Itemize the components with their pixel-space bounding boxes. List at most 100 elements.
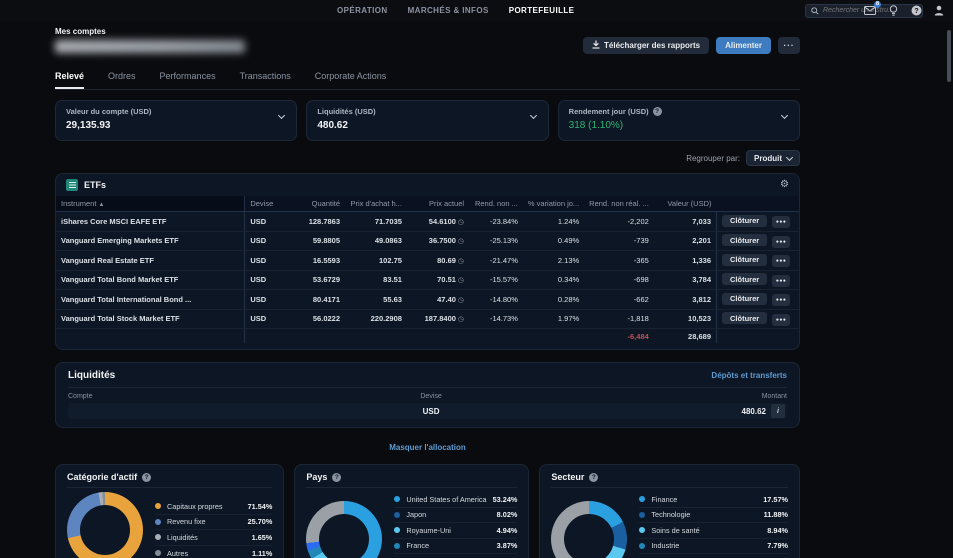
currency-cell: USD xyxy=(244,250,290,271)
fund-account-button[interactable]: Alimenter xyxy=(716,37,771,54)
nav-marches-infos[interactable]: MARCHÉS & INFOS xyxy=(407,6,489,15)
empty-cell xyxy=(245,329,289,344)
gear-icon[interactable]: ⚙ xyxy=(780,179,789,190)
info-icon[interactable]: ? xyxy=(652,107,662,116)
close-position-button[interactable]: Clôturer xyxy=(722,214,768,227)
deposits-transfers-link[interactable]: Dépôts et transferts xyxy=(711,371,787,380)
close-position-button[interactable]: Clôturer xyxy=(722,234,768,246)
etf-table-body: iShares Core MSCI EAFE ETF USD 128.7863 71.… xyxy=(56,211,799,344)
lightbulb-icon[interactable] xyxy=(887,4,899,17)
mail-icon[interactable]: 8 xyxy=(864,0,881,17)
price-cell: 36.7500 ◷ xyxy=(406,231,470,251)
currency-cell: USD xyxy=(244,231,290,251)
instrument-cell[interactable]: Vanguard Real Estate ETF xyxy=(56,250,246,271)
col-devise[interactable]: Devise xyxy=(244,196,290,212)
legend-item[interactable]: Capitaux propres 71.54% xyxy=(155,499,273,515)
legend-percent: 8.02% xyxy=(496,510,518,520)
legend-item[interactable]: Liquidités 1.65% xyxy=(155,530,273,546)
quantity-cell: 59.8805 xyxy=(289,231,346,251)
tab-ordres[interactable]: Ordres xyxy=(108,71,136,81)
tab-transactions[interactable]: Transactions xyxy=(239,71,291,81)
close-position-button[interactable]: Clôturer xyxy=(722,312,768,324)
card-label: Liquidités (USD) xyxy=(317,107,376,116)
legend-item[interactable]: Technologie 11.88% xyxy=(639,508,788,523)
page-scrollbar[interactable] xyxy=(947,30,951,82)
country-title: Pays xyxy=(306,472,328,482)
tab-performances[interactable]: Performances xyxy=(159,71,216,81)
instrument-cell[interactable]: Vanguard Emerging Markets ETF xyxy=(56,231,246,251)
close-position-button[interactable]: Clôturer xyxy=(722,253,768,266)
empty-cell xyxy=(56,328,246,343)
legend-item[interactable]: Biens de consommation cycliques 7.54% xyxy=(639,554,788,558)
legend-item[interactable]: Finance 17.57% xyxy=(639,492,788,508)
group-by-select[interactable]: Produit xyxy=(746,150,800,166)
hide-allocation-link[interactable]: Masquer l'allocation xyxy=(389,443,466,452)
col-valeur[interactable]: Valeur (USD) xyxy=(653,196,717,212)
account-more-button[interactable]: ··· xyxy=(778,37,800,54)
instrument-cell[interactable]: iShares Core MSCI EAFE ETF xyxy=(56,211,246,232)
legend-item[interactable]: France 3.87% xyxy=(394,539,518,554)
row-more-button[interactable]: ●●● xyxy=(772,235,791,248)
etf-category-icon xyxy=(66,179,78,191)
actions-cell: Clôturer ●●● xyxy=(716,211,799,232)
legend-item[interactable]: Soins de santé 8.94% xyxy=(639,523,788,539)
sector-panel: Secteur ? Finance 17.57% Technologie 11.88%… xyxy=(539,464,800,558)
instrument-cell[interactable]: Vanguard Total Bond Market ETF xyxy=(56,270,246,290)
row-more-button[interactable]: ●●● xyxy=(772,255,791,267)
help-circle-icon[interactable]: ? xyxy=(589,472,599,482)
sector-donut xyxy=(551,500,628,558)
col-compte: Compte xyxy=(68,393,93,400)
row-more-button[interactable]: ●●● xyxy=(772,216,791,228)
price-cell: 187.8400 ◷ xyxy=(406,309,470,329)
col-rend-non-real[interactable]: Rend. non réal. ... xyxy=(584,196,654,212)
chevron-down-icon xyxy=(785,153,794,161)
legend-percent: 53.24% xyxy=(492,494,518,504)
col-actions xyxy=(716,196,799,212)
row-more-button[interactable]: ●●● xyxy=(772,313,791,326)
help-icon[interactable]: ? xyxy=(910,5,922,17)
total-value: 28,689 xyxy=(688,331,711,341)
col-instrument[interactable]: Instrument ▲ xyxy=(56,196,246,212)
legend-item[interactable]: Japon 8.02% xyxy=(394,508,518,523)
download-reports-button[interactable]: Télécharger des rapports xyxy=(583,37,710,54)
col-prix-achat[interactable]: Prix d'achat h... xyxy=(345,196,407,212)
legend-item[interactable]: United States of America 53.24% xyxy=(394,492,518,508)
user-icon[interactable] xyxy=(933,5,945,17)
delayed-clock-icon: ◷ xyxy=(457,277,465,285)
legend-percent: 11.88% xyxy=(763,510,788,520)
col-quantite[interactable]: Quantité xyxy=(289,196,346,212)
legend-item[interactable]: Royaume-Uni 4.94% xyxy=(394,523,518,539)
col-prix-actuel[interactable]: Prix actuel xyxy=(406,196,470,212)
help-circle-icon[interactable]: ? xyxy=(332,472,342,482)
quantity-cell: 16.5593 xyxy=(289,250,346,271)
account-value-card[interactable]: Valeur du compte (USD) 29,135.93 xyxy=(55,100,298,141)
row-more-button[interactable]: ●●● xyxy=(772,274,791,287)
day-pnl-card[interactable]: Rendement jour (USD) ? 318 (1.10%) xyxy=(557,100,800,141)
col-rend-non[interactable]: Rend. non ... xyxy=(469,196,523,212)
row-more-button[interactable]: ●●● xyxy=(772,294,791,306)
asset-class-donut xyxy=(67,492,143,558)
legend-item[interactable]: Industrie 7.79% xyxy=(639,539,788,554)
close-position-button[interactable]: Clôturer xyxy=(722,292,768,305)
cash-card[interactable]: Liquidités (USD) 480.62 xyxy=(306,100,549,141)
legend-dot xyxy=(394,542,401,549)
legend-label: Allemagne xyxy=(406,557,440,558)
legend-item[interactable]: Allemagne 3.22% xyxy=(394,554,517,558)
nav-operation[interactable]: OPÉRATION xyxy=(337,6,388,15)
tab-releve[interactable]: Relevé xyxy=(55,71,85,89)
cash-info-button[interactable]: i xyxy=(770,404,785,418)
nav-portefeuille[interactable]: PORTEFEUILLE xyxy=(508,6,575,15)
instrument-cell[interactable]: Vanguard Total International Bond ... xyxy=(56,289,246,310)
col-variation-jour[interactable]: % variation jo... xyxy=(522,196,585,212)
legend-item[interactable]: Autres 1.11% xyxy=(155,546,272,558)
allocation-row: Catégorie d'actif ? Capitaux propres 71.5… xyxy=(55,464,800,558)
cash-value: 480.62 xyxy=(317,120,348,131)
empty-cell xyxy=(345,329,407,344)
instrument-cell[interactable]: Vanguard Total Stock Market ETF xyxy=(56,309,246,329)
tab-corporate-actions[interactable]: Corporate Actions xyxy=(314,71,387,81)
cash-panel: Liquidités Dépôts et transferts Compte D… xyxy=(55,362,800,428)
quantity-cell: 80.4171 xyxy=(289,289,346,310)
legend-item[interactable]: Revenu fixe 25.70% xyxy=(155,515,273,530)
close-position-button[interactable]: Clôturer xyxy=(722,273,768,285)
help-circle-icon[interactable]: ? xyxy=(142,472,152,482)
